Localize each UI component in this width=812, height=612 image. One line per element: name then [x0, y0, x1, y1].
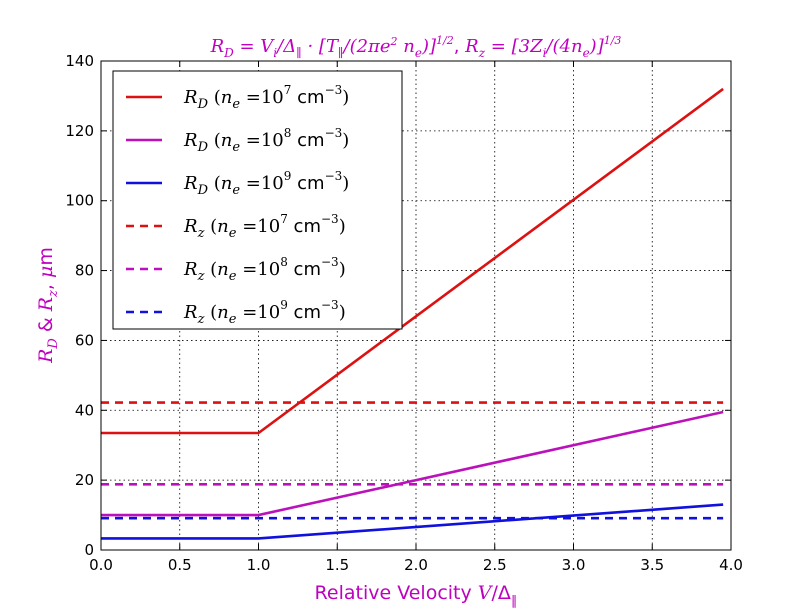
x-tick-label: 0.0: [89, 556, 113, 574]
x-tick-label: 3.5: [640, 556, 664, 574]
legend-items: RD (ne =107 cm−3) RD (ne =108 cm−3) RD (ne…: [126, 83, 349, 327]
tick-labels: 0.0 0.5 1.0 1.5 2.0 2.5 3.0 3.5 4.0 0 20 40 60 80 100 1…: [65, 52, 743, 574]
y-tick-label: 0: [84, 541, 94, 559]
legend-label-5: Rz (ne =108 cm−3): [183, 255, 346, 284]
y-axis-label: RD & Rz, μm: [35, 247, 61, 364]
legend-label-1: RD (ne =107 cm−3): [183, 83, 349, 112]
x-tick-label: 2.5: [483, 556, 507, 574]
ticks: [100, 60, 732, 551]
x-tick-label: 2.0: [404, 556, 428, 574]
x-tick-label: 0.5: [168, 556, 192, 574]
y-tick-label: 140: [65, 52, 94, 70]
series-line-2: [101, 410, 724, 517]
series-line-3: [101, 503, 724, 540]
y-tick-label: 100: [65, 192, 94, 210]
x-tick-label: 1.0: [247, 556, 271, 574]
y-tick-label: 20: [75, 471, 94, 489]
series-layer: [101, 87, 724, 540]
x-tick-label: 4.0: [719, 556, 743, 574]
chart-title: RD = Vi/Δ∥ · [T∥/(2πe2 ne)]1/2, Rz = [3Z…: [210, 34, 622, 60]
legend-box: [112, 70, 403, 330]
legend-label-3: RD (ne =109 cm−3): [183, 169, 349, 198]
y-tick-label: 80: [75, 262, 94, 280]
series-line-1: [101, 87, 724, 435]
x-tick-label: 3.0: [562, 556, 586, 574]
x-tick-label: 1.5: [325, 556, 349, 574]
legend-label-2: RD (ne =108 cm−3): [183, 126, 349, 155]
y-tick-label: 60: [75, 331, 94, 349]
legend-label-4: Rz (ne =107 cm−3): [183, 212, 346, 241]
y-tick-label: 120: [65, 122, 94, 140]
legend: RD (ne =107 cm−3) RD (ne =108 cm−3) RD (ne…: [112, 70, 403, 330]
x-axis-label: Relative Velocity V/Δ∥: [315, 582, 518, 609]
y-tick-label: 40: [75, 401, 94, 419]
legend-label-6: Rz (ne =109 cm−3): [183, 298, 346, 327]
